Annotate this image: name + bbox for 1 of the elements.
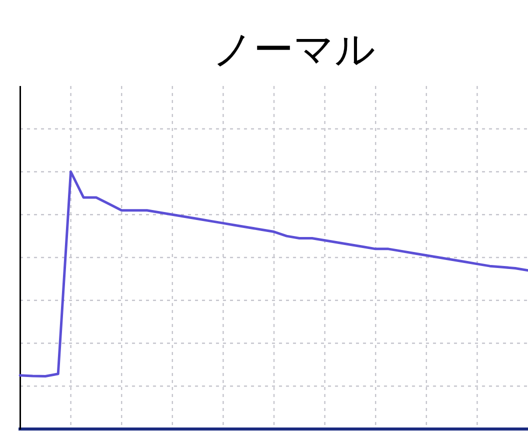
chart-title: ノーマル — [212, 26, 376, 75]
